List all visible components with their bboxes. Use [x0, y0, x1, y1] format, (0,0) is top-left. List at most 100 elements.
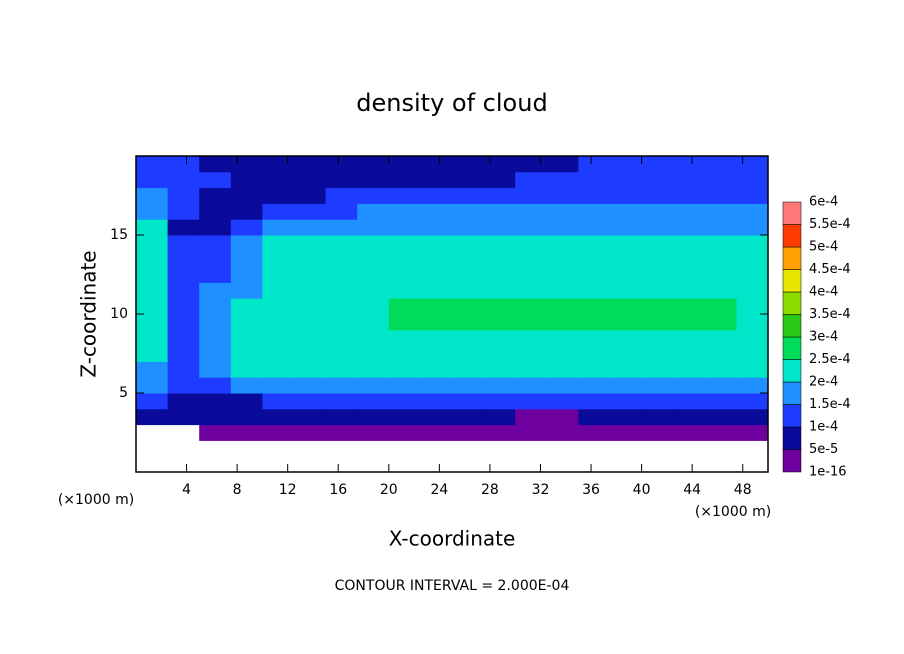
cell	[420, 250, 453, 268]
cell	[546, 424, 579, 441]
cell	[641, 345, 674, 362]
cell	[357, 156, 390, 173]
cell	[452, 314, 485, 331]
cell	[483, 393, 516, 410]
cell	[230, 345, 263, 362]
cell	[199, 393, 232, 410]
cell	[357, 250, 390, 268]
colorbar-label: 2e-4	[809, 375, 838, 390]
cell	[420, 345, 453, 362]
cell	[357, 266, 390, 283]
cell	[704, 408, 737, 426]
cell	[673, 377, 706, 394]
cell	[483, 187, 516, 204]
cell	[452, 361, 485, 378]
cell	[420, 187, 453, 204]
cell	[483, 171, 516, 189]
colorbar-label: 1.5e-4	[809, 397, 851, 412]
cell	[452, 250, 485, 268]
cell	[483, 266, 516, 283]
cell	[199, 235, 232, 252]
cell	[420, 377, 453, 394]
cell	[136, 345, 169, 362]
cell	[230, 250, 263, 268]
cell	[262, 424, 295, 441]
colorbar-swatch	[782, 291, 802, 315]
cell	[515, 408, 548, 426]
cell	[262, 345, 295, 362]
cell	[546, 377, 579, 394]
colorbar-swatch	[782, 404, 802, 428]
cell	[262, 314, 295, 331]
colorbar-label: 4e-4	[809, 285, 838, 300]
cell	[546, 361, 579, 378]
y-unit: (×1000 m)	[58, 492, 134, 508]
cell	[262, 266, 295, 283]
cell	[452, 377, 485, 394]
cell	[294, 408, 327, 426]
cell	[294, 314, 327, 331]
cell	[736, 250, 769, 268]
colorbar-label: 3e-4	[809, 330, 838, 345]
cell	[452, 219, 485, 236]
cell	[641, 329, 674, 347]
cell	[515, 156, 548, 173]
cell	[420, 156, 453, 173]
cell	[230, 235, 263, 252]
cell	[704, 329, 737, 347]
cell	[388, 266, 421, 283]
cell	[483, 250, 516, 268]
cell	[230, 171, 263, 189]
cell	[136, 393, 169, 410]
cell	[483, 408, 516, 426]
cell	[136, 266, 169, 283]
cell	[199, 156, 232, 173]
cell	[199, 298, 232, 315]
cell	[515, 314, 548, 331]
cell	[673, 361, 706, 378]
cell	[294, 219, 327, 236]
cell	[388, 361, 421, 378]
x-axis-label: X-coordinate	[389, 527, 516, 551]
cell	[325, 377, 358, 394]
cell	[167, 156, 200, 173]
cell	[230, 314, 263, 331]
cell	[515, 171, 548, 189]
cell	[388, 282, 421, 299]
cell	[578, 219, 611, 236]
cell	[325, 219, 358, 236]
cell	[167, 187, 200, 204]
cell	[294, 235, 327, 252]
cell	[357, 408, 390, 426]
cell	[420, 266, 453, 283]
cell	[736, 282, 769, 299]
colorbar-label: 5e-4	[809, 240, 838, 255]
colorbar-label: 4.5e-4	[809, 262, 851, 277]
colorbar-label: 1e-4	[809, 420, 838, 435]
cell	[515, 187, 548, 204]
cell	[388, 187, 421, 204]
cell	[515, 282, 548, 299]
cell	[704, 377, 737, 394]
cell	[199, 377, 232, 394]
cell	[515, 203, 548, 220]
cell	[325, 266, 358, 283]
x-tick-label: 44	[683, 482, 701, 498]
cell	[578, 424, 611, 441]
cell	[199, 408, 232, 426]
cell	[452, 393, 485, 410]
cell	[515, 298, 548, 315]
cell	[610, 361, 643, 378]
cell	[167, 377, 200, 394]
x-tick-label: 40	[633, 482, 651, 498]
colorbar-swatch	[782, 314, 802, 338]
cell	[641, 203, 674, 220]
cell	[515, 266, 548, 283]
colorbar-label: 5e-5	[809, 442, 838, 457]
cell	[673, 235, 706, 252]
cell	[357, 329, 390, 347]
cell	[704, 156, 737, 173]
cell	[230, 377, 263, 394]
cell	[325, 235, 358, 252]
cell	[546, 187, 579, 204]
